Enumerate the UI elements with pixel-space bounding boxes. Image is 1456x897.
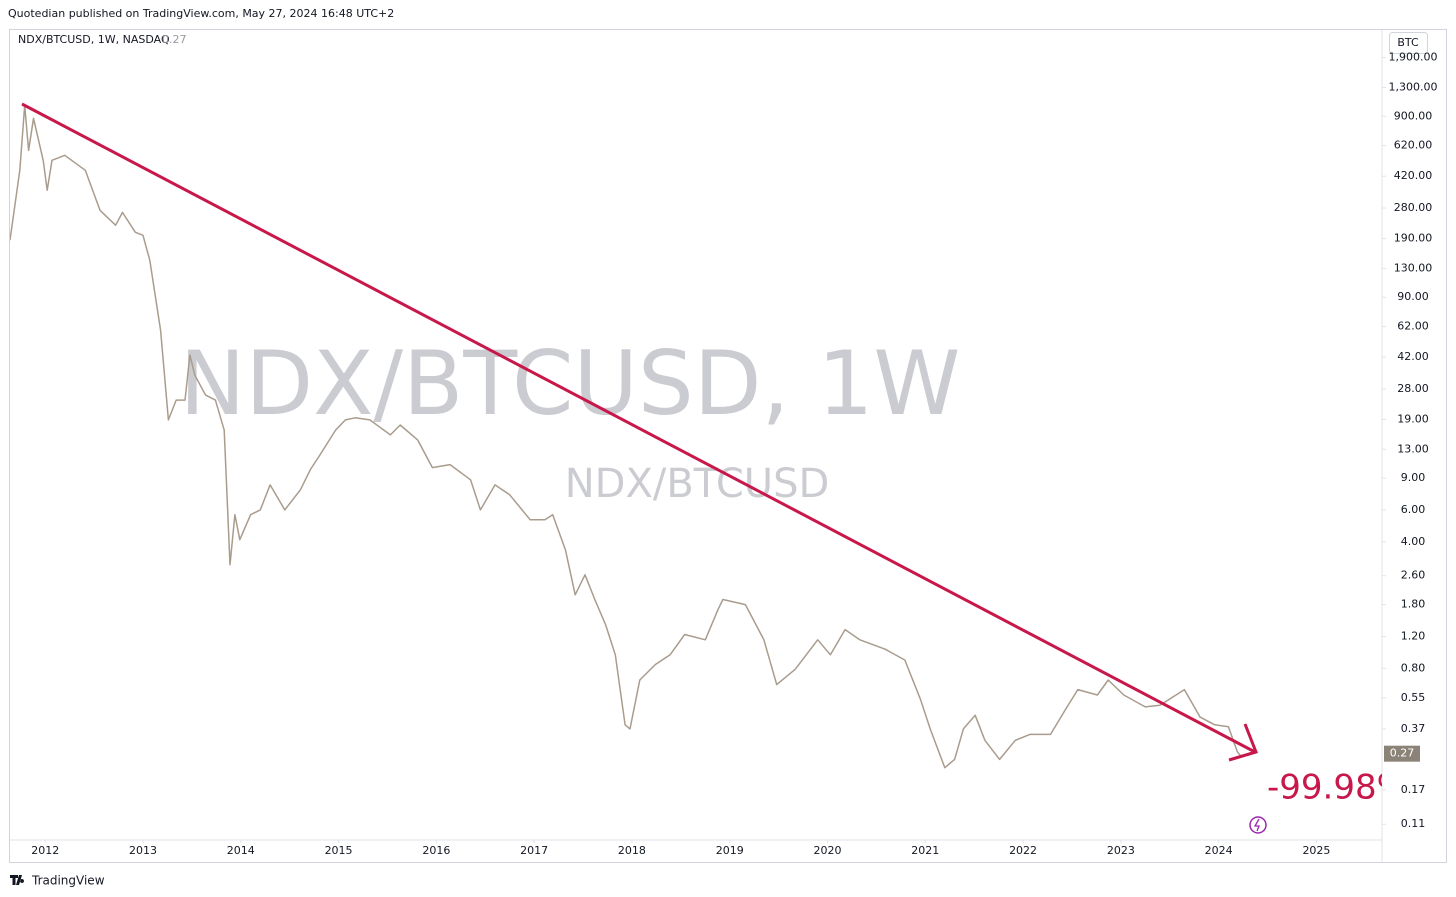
y-tick-label: 0.37	[1401, 722, 1426, 735]
y-tick-label: 4.00	[1401, 535, 1426, 548]
publish-header: Quotedian published on TradingView.com, …	[8, 7, 394, 20]
y-tick-label: 90.00	[1397, 290, 1429, 303]
last-price-box	[1384, 745, 1420, 762]
x-tick-label: 2019	[716, 844, 744, 857]
x-tick-label: 2017	[520, 844, 548, 857]
trend-annotation	[21, 102, 1258, 762]
watermark: NDX/BTCUSD, 1W	[180, 332, 961, 435]
price-line	[10, 104, 1251, 769]
y-tick-label: 0.80	[1401, 661, 1426, 674]
arrow-head	[1228, 723, 1258, 762]
y-tick-label: 900.00	[1394, 109, 1433, 122]
y-tick-label: 0.17	[1401, 783, 1426, 796]
chart-frame	[9, 29, 1447, 863]
y-tick-label: 1.80	[1401, 598, 1426, 611]
change-annotation: -99.98%	[1267, 768, 1409, 808]
y-tick-label: 13.00	[1397, 442, 1429, 455]
brand-logo	[10, 875, 25, 885]
legend-value: 0.27	[162, 33, 187, 46]
y-tick-label: 2.60	[1401, 569, 1426, 582]
event-icon-bolt	[1253, 818, 1260, 832]
y-tick-label: 420.00	[1394, 169, 1433, 182]
y-tick-label: 42.00	[1397, 350, 1429, 363]
x-tick-label: 2024	[1205, 844, 1233, 857]
y-tick-label: 620.00	[1394, 139, 1433, 152]
y-tick-label: 280.00	[1394, 201, 1433, 214]
x-tick-label: 2015	[325, 844, 353, 857]
currency-label[interactable]: BTC	[1397, 36, 1419, 49]
symbol-legend: NDX/BTCUSD, 1W, NASDAQ	[18, 33, 170, 46]
x-tick-label: 2013	[129, 844, 157, 857]
y-tick-label: 19.00	[1397, 412, 1429, 425]
y-tick-label: 62.00	[1397, 320, 1429, 333]
x-tick-label: 2018	[618, 844, 646, 857]
y-tick-label: 6.00	[1401, 503, 1426, 516]
y-tick-label: 130.00	[1394, 261, 1433, 274]
y-tick-label: 28.00	[1397, 382, 1429, 395]
event-icon[interactable]	[1249, 816, 1267, 834]
last-price-label: 0.27	[1390, 747, 1415, 760]
x-tick-label: 2022	[1009, 844, 1037, 857]
x-tick-label: 2016	[422, 844, 450, 857]
trend-line	[21, 102, 1256, 754]
x-tick-label: 2012	[31, 844, 59, 857]
x-tick-label: 2021	[911, 844, 939, 857]
currency-button[interactable]	[1389, 32, 1428, 54]
y-tick-label: 1,900.00	[1389, 51, 1438, 64]
y-tick-label: 190.00	[1394, 232, 1433, 245]
y-tick-label: 1,300.00	[1389, 80, 1438, 93]
brand-name: TradingView	[31, 874, 105, 888]
y-tick-label: 0.55	[1401, 691, 1426, 704]
x-tick-label: 2014	[227, 844, 255, 857]
y-tick-label: 9.00	[1401, 471, 1426, 484]
y-tick-label: 1.20	[1401, 629, 1426, 642]
plot-area	[10, 104, 1251, 769]
y-tick-label: 0.11	[1401, 817, 1426, 830]
x-tick-label: 2020	[814, 844, 842, 857]
watermark-sub: NDX/BTCUSD	[565, 461, 830, 507]
x-tick-label: 2025	[1302, 844, 1330, 857]
logo-mark	[10, 875, 25, 885]
x-tick-label: 2023	[1107, 844, 1135, 857]
